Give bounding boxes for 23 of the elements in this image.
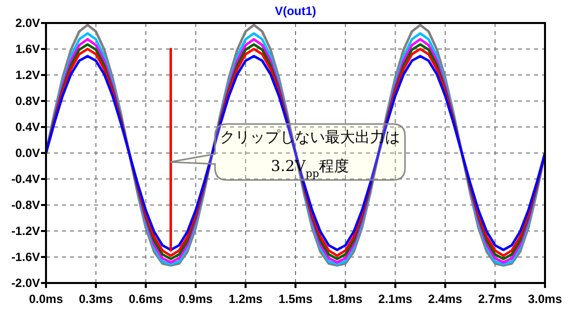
y-tick-label: -1.2V — [11, 224, 40, 238]
x-tick-label: 0.0ms — [28, 292, 64, 306]
chart-title: V(out1) — [274, 4, 316, 18]
y-tick-label: 0.0V — [15, 146, 40, 160]
y-tick-label: 0.4V — [15, 120, 40, 134]
x-tick-label: 0.6ms — [128, 292, 164, 306]
x-tick-label: 0.9ms — [178, 292, 214, 306]
x-tick-label: 2.7ms — [478, 292, 512, 306]
y-tick-label: 1.2V — [15, 68, 40, 82]
x-tick-label: 3.0ms — [528, 292, 562, 306]
x-tick-label: 0.3ms — [78, 292, 114, 306]
y-tick-label: -2.0V — [11, 276, 40, 290]
y-tick-label: -0.4V — [11, 172, 40, 186]
x-tick-label: 1.5ms — [278, 292, 313, 306]
y-tick-label: 1.6V — [15, 42, 40, 56]
y-tick-label: 0.8V — [15, 94, 40, 108]
y-tick-label: 2.0V — [15, 16, 40, 30]
y-tick-label: -0.8V — [11, 198, 40, 212]
x-tick-label: 2.1ms — [378, 292, 413, 306]
x-tick-label: 1.2ms — [228, 292, 263, 306]
y-tick-label: -1.6V — [11, 250, 40, 264]
x-tick-label: 1.8ms — [328, 292, 363, 306]
x-tick-label: 2.4ms — [428, 292, 463, 306]
